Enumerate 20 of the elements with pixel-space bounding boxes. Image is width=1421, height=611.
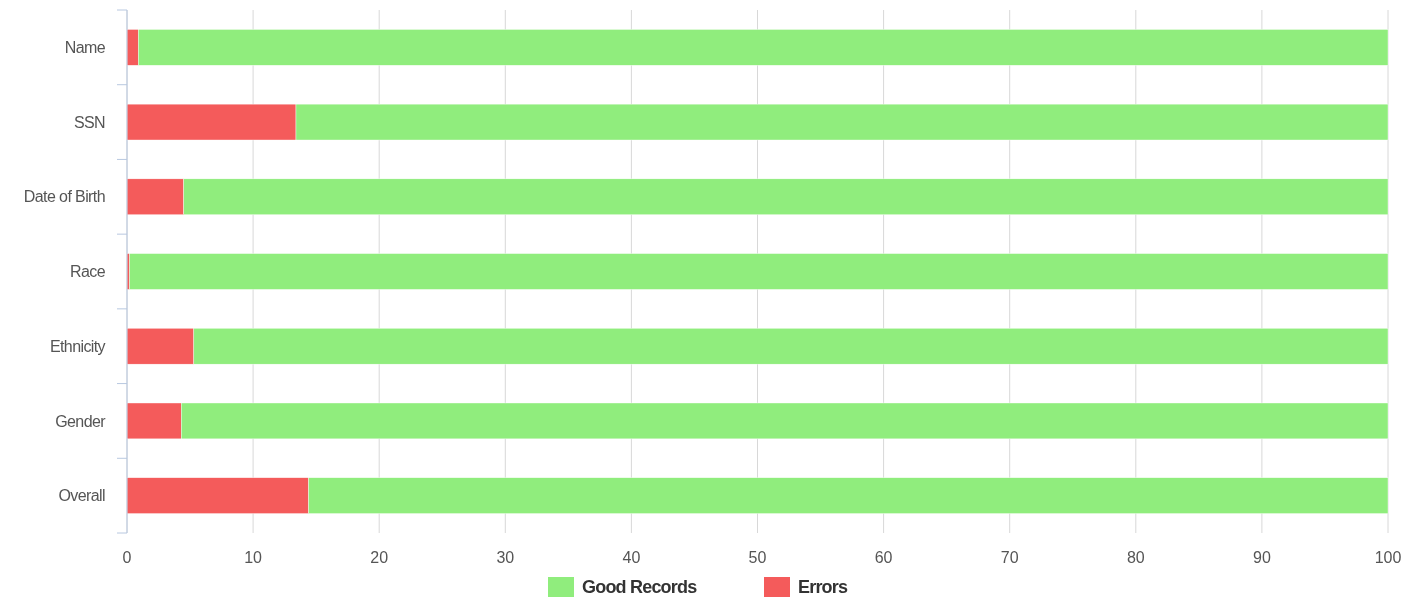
x-tick-label: 60	[874, 549, 893, 566]
y-tick-label: Race	[70, 263, 106, 281]
x-tick-label: 50	[748, 549, 767, 566]
y-tick-label: Ethnicity	[49, 337, 106, 355]
x-tick-label: 10	[244, 549, 263, 566]
y-tick-label: Date of Birth	[23, 188, 105, 206]
x-tick-label: 80	[1126, 549, 1145, 566]
y-tick-label: Overall	[58, 487, 106, 505]
x-tick-label: 100	[1374, 549, 1402, 566]
x-tick-label: 20	[370, 549, 389, 566]
legend-label: Errors	[798, 577, 849, 598]
y-tick-label: SSN	[73, 113, 106, 131]
x-tick-label: 70	[1000, 549, 1019, 566]
x-tick-label: 0	[122, 549, 132, 566]
y-tick-label: Gender	[55, 412, 107, 430]
x-tick-label: 90	[1253, 549, 1271, 566]
legend-label: Good Records	[582, 577, 698, 598]
x-tick-label: 30	[496, 549, 515, 566]
y-tick-label: Name	[64, 38, 106, 56]
x-tick-label: 40	[622, 549, 641, 566]
